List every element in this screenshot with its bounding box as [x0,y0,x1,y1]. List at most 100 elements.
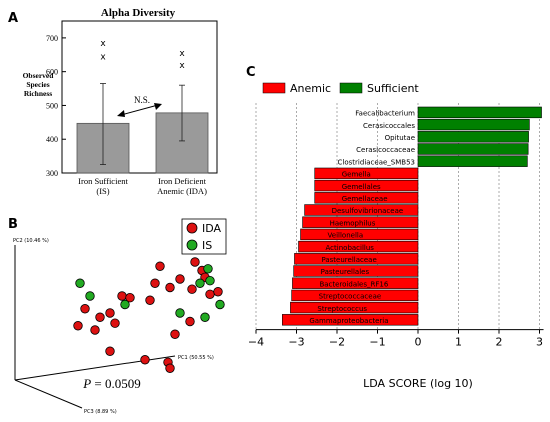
lefse-bar [302,216,419,228]
pcoa-point-ida [140,355,150,365]
lefse-bar-label: Actinobacillus [326,244,375,252]
lefse-bar [294,253,419,265]
lefse-x-tick-label: 3 [536,336,543,349]
lefse-bar-label: Clostridiaceae_SMB53 [338,158,415,166]
pcoa-point-ida [105,346,115,356]
alpha-plot-frame [61,20,218,174]
lefse-x-tick-label: −2 [329,336,345,349]
alpha-ylabel-2: Species [26,80,49,89]
alpha-diversity-panel: Alpha Diversity Observed Species Richnes… [23,7,218,196]
pcoa-point-ida [170,329,180,339]
lefse-xlabel: LDA SCORE (log 10) [363,377,473,390]
pcoa-point-ida [105,308,115,318]
alpha-y-tick-label: 400 [46,135,58,144]
lefse-bar-label: Streptococcaceae [319,293,382,301]
lefse-bar [298,240,419,253]
panel-a-label: A [8,11,18,26]
legend-sufficient-swatch [339,82,363,94]
pcoa-point-ida [110,318,120,328]
pcoa-point-is [205,276,215,286]
alpha-x-label: Iron Sufficient [78,176,128,186]
pcoa-point-is [200,312,210,322]
pcoa-legend: IDA IS [181,218,227,255]
lefse-panel: Anemic Sufficient Faecalibacterium Cerasi… [248,82,544,390]
pcoa-point-ida [117,291,127,301]
lefse-bar-label: Pasteurellales [321,268,370,276]
lefse-bar-label: Faecalibacterium [355,110,415,118]
panel-b-label: B [8,217,18,232]
pcoa-point-ida [80,304,90,314]
lefse-bar [300,228,419,241]
pcoa-panel: PC2 (10.46 %) PC1 (50.55 %) PC3 (8.89 %)… [13,218,227,415]
alpha-x-label: Anemic (IDA) [157,186,207,196]
lefse-bar [314,179,419,192]
alpha-outlier: x [100,39,106,49]
pcoa-point-ida [185,316,195,327]
p-value-text: P = 0.0509 [82,376,141,391]
panel-c-label: C [246,65,256,80]
pc3-label: PC3 (8.89 %) [84,409,117,415]
alpha-y-tick-label: 500 [46,101,58,110]
alpha-outlier: x [100,52,106,62]
lefse-bar [291,289,419,302]
lefse-labels: Faecalibacterium Cerasicoccales Opitutae Ce… [309,110,415,325]
alpha-y-axis: 300 400 500 600 700 [46,34,66,178]
legend-is-label: IS [202,239,212,252]
pc3-axis [14,379,83,409]
alpha-y-tick-label: 600 [46,68,58,77]
lefse-bar-label: Desulfovibrionaceae [332,207,404,215]
pcoa-points [73,257,225,373]
alpha-outlier: x [179,49,185,59]
lefse-x-tick-label: 2 [496,336,503,349]
pcoa-point-is [215,299,225,310]
lefse-bar [293,265,419,277]
lefse-bar [314,192,419,204]
lefse-bar [290,301,419,314]
lefse-bar [417,131,529,143]
pcoa-point-is [195,278,205,288]
pcoa-point-ida [125,293,135,303]
lefse-bar [417,118,530,131]
pc2-label: PC2 (10.46 %) [13,238,49,244]
lefse-bar [314,167,419,180]
lefse-bar-label: Cerasicoccales [363,122,415,130]
lefse-bar-label: Veillonella [328,232,364,240]
legend-anemic-swatch [262,82,286,94]
lefse-bar-label: Gammaproteobacteria [309,317,388,325]
lefse-x-tick-label: −4 [248,336,264,349]
lefse-x-tick-label: 0 [415,336,422,349]
lefse-x-axis: −4 −3 −2 −1 0 1 2 3 [248,329,544,349]
pcoa-point-is [85,291,95,301]
lefse-bar [417,155,528,167]
pcoa-point-ida [150,278,160,288]
lefse-x-tick-label: −3 [288,336,304,349]
lefse-bar-label: Cerasicoccaceae [356,146,415,154]
pcoa-point-ida [205,289,215,300]
pcoa-point-ida [90,325,100,335]
pcoa-point-ida [187,284,197,294]
pcoa-point-ida [145,295,155,305]
legend-anemic-label: Anemic [290,82,331,95]
alpha-y-tick-label: 300 [46,169,58,178]
pc1-label: PC1 (50.55 %) [178,355,214,361]
alpha-x-labels: Iron Sufficient(IS) Iron DeficientAnemic … [78,176,207,196]
pcoa-point-ida [165,363,175,373]
lefse-bar-label: Haemophilus [330,219,376,227]
alpha-ylabel-1: Observed [23,71,55,80]
lefse-bar-label: Gemella [342,171,371,179]
lefse-bar [417,143,529,155]
alpha-x-label: Iron Deficient [158,176,207,186]
legend-sufficient-label: Sufficient [367,82,419,95]
alpha-y-tick-label: 700 [46,34,58,43]
pcoa-point-ida [213,287,223,297]
significance-line [120,104,159,116]
lefse-bar-label: Opitutae [385,134,415,142]
pcoa-point-ida [165,282,175,293]
lefse-bar [304,204,419,216]
pcoa-point-ida [95,312,105,322]
pcoa-point-ida [175,274,185,284]
alpha-x-label: (IS) [96,186,109,196]
lefse-bar-label: Gemellaceae [342,195,388,203]
alpha-ylabel-3: Richness [24,89,52,98]
